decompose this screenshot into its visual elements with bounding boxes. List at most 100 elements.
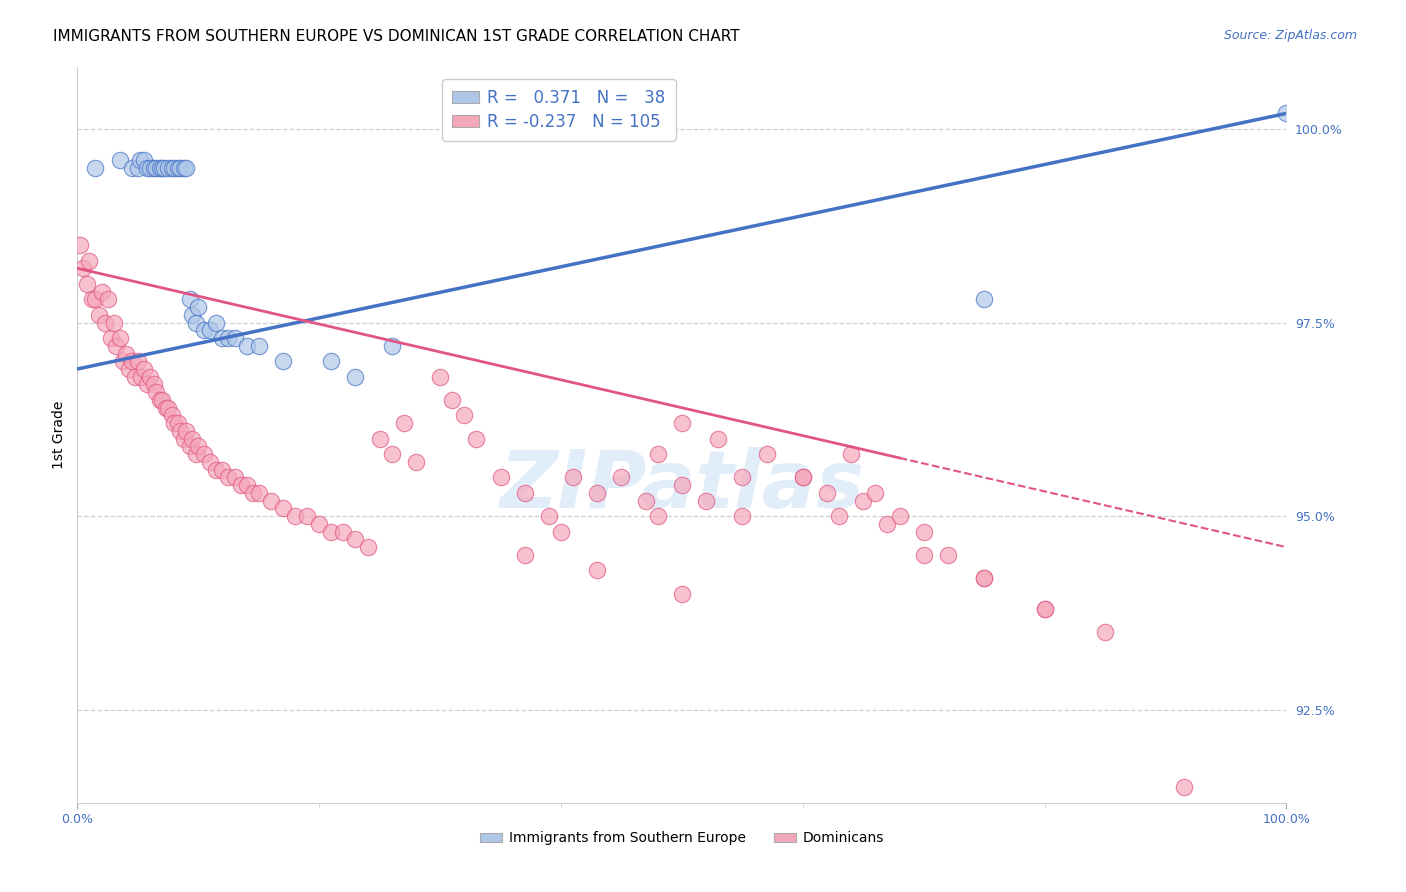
Point — [973, 571, 995, 585]
Point — [211, 331, 233, 345]
Point — [193, 323, 215, 337]
Point — [84, 161, 107, 175]
Point — [865, 486, 887, 500]
Point — [84, 293, 107, 307]
Point — [173, 432, 195, 446]
Point — [163, 161, 186, 175]
Point — [187, 440, 209, 454]
Point — [142, 377, 165, 392]
Point — [181, 308, 204, 322]
Point — [224, 331, 246, 345]
Point — [852, 493, 875, 508]
Point — [224, 470, 246, 484]
Point — [169, 161, 191, 175]
Point — [173, 161, 195, 175]
Legend: Immigrants from Southern Europe, Dominicans: Immigrants from Southern Europe, Dominic… — [474, 826, 890, 851]
Point — [562, 470, 585, 484]
Point — [105, 339, 128, 353]
Point — [368, 432, 391, 446]
Point — [193, 447, 215, 461]
Point — [634, 493, 657, 508]
Point — [136, 161, 159, 175]
Point — [453, 409, 475, 423]
Point — [1275, 106, 1298, 120]
Text: Source: ZipAtlas.com: Source: ZipAtlas.com — [1223, 29, 1357, 42]
Point — [792, 470, 814, 484]
Point — [321, 354, 343, 368]
Point — [205, 463, 228, 477]
Point — [127, 161, 149, 175]
Point — [163, 416, 186, 430]
Point — [166, 416, 188, 430]
Point — [381, 339, 404, 353]
Point — [828, 509, 851, 524]
Point — [132, 153, 155, 167]
Point — [131, 369, 153, 384]
Point — [308, 516, 330, 531]
Point — [139, 161, 162, 175]
Point — [271, 354, 294, 368]
Point — [235, 339, 257, 353]
Point — [181, 432, 204, 446]
Point — [148, 161, 170, 175]
Point — [166, 161, 188, 175]
Point — [148, 392, 170, 407]
Point — [405, 455, 427, 469]
Point — [356, 540, 378, 554]
Point — [671, 587, 693, 601]
Text: ZIPatlas: ZIPatlas — [499, 448, 865, 525]
Point — [80, 293, 103, 307]
Point — [876, 516, 898, 531]
Point — [153, 161, 176, 175]
Point — [1033, 602, 1056, 616]
Point — [889, 509, 911, 524]
Point — [87, 308, 110, 322]
Point — [936, 548, 959, 562]
Point — [205, 316, 228, 330]
Point — [229, 478, 252, 492]
Point — [815, 486, 838, 500]
Point — [157, 401, 180, 415]
Point — [1033, 602, 1056, 616]
Point — [94, 316, 117, 330]
Point — [103, 316, 125, 330]
Point — [169, 424, 191, 438]
Point — [160, 161, 183, 175]
Point — [184, 447, 207, 461]
Point — [489, 470, 512, 484]
Point — [973, 571, 995, 585]
Point — [392, 416, 415, 430]
Point — [247, 339, 270, 353]
Point — [142, 161, 165, 175]
Point — [150, 161, 173, 175]
Point — [145, 161, 167, 175]
Point — [218, 470, 240, 484]
Point — [912, 548, 935, 562]
Point — [381, 447, 404, 461]
Point — [112, 354, 135, 368]
Point — [1094, 625, 1116, 640]
Point — [127, 354, 149, 368]
Point — [513, 486, 536, 500]
Point — [108, 153, 131, 167]
Point — [132, 362, 155, 376]
Point — [187, 300, 209, 314]
Point — [731, 509, 754, 524]
Point — [550, 524, 572, 539]
Point — [242, 486, 264, 500]
Point — [211, 463, 233, 477]
Point — [174, 161, 197, 175]
Point — [295, 509, 318, 524]
Point — [96, 293, 118, 307]
Point — [150, 392, 173, 407]
Point — [174, 424, 197, 438]
Point — [707, 432, 730, 446]
Point — [179, 293, 201, 307]
Point — [136, 377, 159, 392]
Point — [157, 161, 180, 175]
Point — [513, 548, 536, 562]
Point — [235, 478, 257, 492]
Point — [321, 524, 343, 539]
Point — [586, 563, 609, 577]
Point — [731, 470, 754, 484]
